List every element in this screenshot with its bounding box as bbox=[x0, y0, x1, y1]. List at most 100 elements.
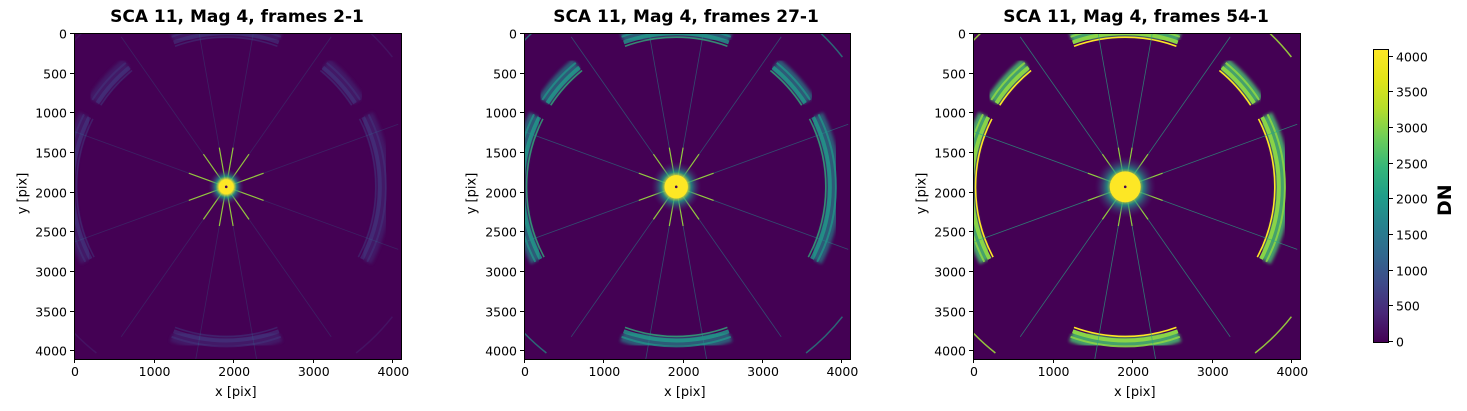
x-tick-mark bbox=[603, 359, 605, 363]
x-tick-label: 4000 bbox=[377, 364, 410, 379]
y-tick-mark bbox=[969, 310, 973, 312]
x-axis-label: x [pix] bbox=[664, 385, 706, 400]
y-tick-label: 0 bbox=[59, 26, 67, 42]
y-tick-label: 3000 bbox=[934, 264, 966, 280]
y-tick-label: 2500 bbox=[485, 224, 517, 240]
image-axes bbox=[973, 33, 1301, 360]
x-tick-label: 1000 bbox=[1037, 364, 1070, 379]
y-tick-label: 4000 bbox=[485, 343, 517, 359]
y-tick-mark bbox=[70, 191, 74, 193]
colorbar-tick-label: 1000 bbox=[1396, 263, 1428, 279]
y-tick-mark bbox=[969, 152, 973, 154]
y-tick-label: 1000 bbox=[934, 105, 966, 121]
y-tick-mark bbox=[520, 152, 524, 154]
image-axes bbox=[524, 33, 851, 360]
x-tick-label: 0 bbox=[71, 364, 79, 379]
y-tick-mark bbox=[969, 231, 973, 233]
y-tick-label: 2500 bbox=[35, 224, 67, 240]
y-tick-label: 4000 bbox=[35, 343, 67, 359]
image-plot bbox=[75, 34, 401, 359]
y-tick-mark bbox=[520, 112, 524, 114]
y-tick-label: 0 bbox=[509, 26, 517, 42]
y-tick-mark bbox=[70, 350, 74, 352]
panel-title: SCA 11, Mag 4, frames 27-1 bbox=[553, 7, 819, 27]
x-tick-mark bbox=[1052, 359, 1054, 363]
colorbar-tick-mark bbox=[1389, 234, 1393, 236]
x-tick-label: 3000 bbox=[747, 364, 779, 379]
x-axis-label: x [pix] bbox=[1114, 385, 1156, 400]
colorbar-label: DN bbox=[1434, 184, 1456, 216]
x-tick-mark bbox=[74, 359, 75, 363]
y-tick-mark bbox=[520, 350, 524, 352]
y-tick-label: 1000 bbox=[485, 105, 517, 121]
y-tick-mark bbox=[520, 231, 524, 233]
y-tick-label: 4000 bbox=[934, 343, 966, 359]
image-plot bbox=[525, 34, 850, 359]
y-tick-mark bbox=[70, 310, 74, 312]
image-axes bbox=[74, 33, 402, 360]
y-tick-mark bbox=[70, 33, 74, 34]
y-tick-label: 3500 bbox=[35, 304, 67, 320]
y-tick-mark bbox=[969, 33, 973, 34]
y-tick-mark bbox=[969, 112, 973, 114]
colorbar-tick-mark bbox=[1389, 305, 1393, 307]
y-tick-label: 2500 bbox=[934, 224, 966, 240]
x-tick-mark bbox=[762, 359, 764, 363]
y-tick-mark bbox=[969, 72, 973, 74]
colorbar-tick-mark bbox=[1389, 198, 1393, 200]
x-tick-mark bbox=[312, 359, 314, 363]
colorbar-tick-label: 2500 bbox=[1396, 156, 1428, 172]
x-tick-label: 2000 bbox=[218, 364, 251, 379]
panel-title: SCA 11, Mag 4, frames 2-1 bbox=[110, 7, 364, 27]
colorbar-tick-label: 3000 bbox=[1396, 120, 1428, 136]
x-tick-mark bbox=[153, 359, 155, 363]
y-tick-label: 2000 bbox=[485, 185, 517, 201]
y-tick-label: 500 bbox=[493, 66, 517, 82]
y-tick-label: 1500 bbox=[934, 145, 966, 161]
y-tick-label: 1000 bbox=[35, 105, 67, 121]
x-tick-mark bbox=[973, 359, 974, 363]
x-tick-label: 2000 bbox=[1117, 364, 1150, 379]
y-tick-label: 500 bbox=[43, 66, 67, 82]
y-tick-mark bbox=[969, 191, 973, 193]
colorbar-tick-label: 0 bbox=[1396, 334, 1404, 350]
colorbar-tick-mark bbox=[1389, 162, 1393, 164]
y-tick-mark bbox=[70, 152, 74, 154]
colorbar-tick-label: 3500 bbox=[1396, 84, 1428, 100]
x-tick-label: 4000 bbox=[1276, 364, 1309, 379]
y-tick-label: 500 bbox=[942, 66, 966, 82]
x-tick-mark bbox=[1211, 359, 1213, 363]
image-plot bbox=[974, 34, 1300, 359]
x-tick-label: 2000 bbox=[667, 364, 700, 379]
y-tick-mark bbox=[70, 112, 74, 114]
y-tick-mark bbox=[70, 271, 74, 273]
y-tick-mark bbox=[520, 72, 524, 74]
x-tick-label: 0 bbox=[521, 364, 529, 379]
x-tick-label: 3000 bbox=[297, 364, 330, 379]
y-tick-label: 3500 bbox=[485, 304, 517, 320]
panel-title: SCA 11, Mag 4, frames 54-1 bbox=[1003, 7, 1269, 27]
y-tick-label: 2000 bbox=[934, 185, 966, 201]
colorbar-tick-mark bbox=[1389, 127, 1393, 129]
colorbar-tick-label: 1500 bbox=[1396, 227, 1428, 243]
y-tick-label: 1500 bbox=[35, 145, 67, 161]
y-tick-label: 2000 bbox=[35, 185, 67, 201]
x-tick-mark bbox=[841, 359, 843, 363]
colorbar-tick-label: 2000 bbox=[1396, 191, 1428, 207]
y-tick-mark bbox=[70, 72, 74, 74]
y-tick-label: 1500 bbox=[485, 145, 517, 161]
y-tick-mark bbox=[70, 231, 74, 233]
colorbar bbox=[1373, 49, 1389, 343]
colorbar-tick-mark bbox=[1389, 91, 1393, 93]
x-tick-mark bbox=[1132, 359, 1134, 363]
x-tick-mark bbox=[682, 359, 684, 363]
y-tick-mark bbox=[969, 350, 973, 352]
colorbar-tick-label: 500 bbox=[1396, 298, 1420, 314]
x-axis-label: x [pix] bbox=[215, 385, 257, 400]
colorbar-tick-label: 4000 bbox=[1396, 49, 1428, 65]
y-tick-mark bbox=[520, 310, 524, 312]
x-tick-label: 0 bbox=[970, 364, 978, 379]
x-tick-label: 1000 bbox=[138, 364, 171, 379]
x-tick-mark bbox=[524, 359, 525, 363]
x-tick-label: 1000 bbox=[588, 364, 621, 379]
